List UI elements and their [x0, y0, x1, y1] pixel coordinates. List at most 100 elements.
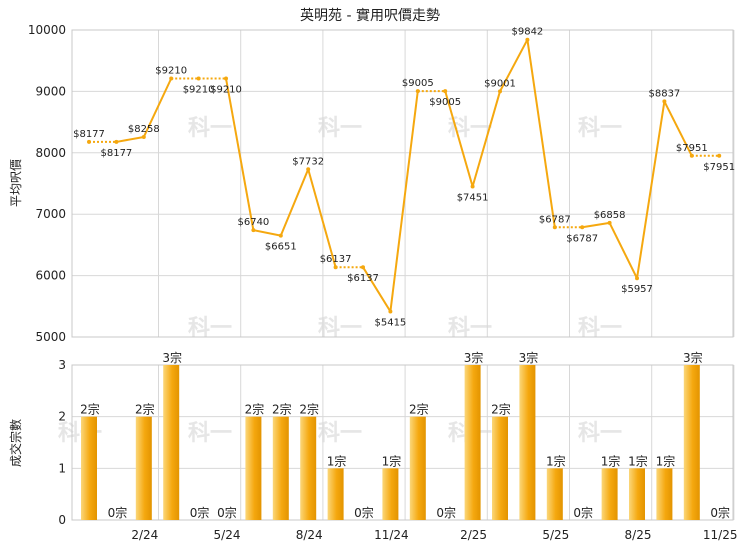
price-point-label: $9005	[402, 78, 434, 89]
volume-bar-label: 1宗	[628, 453, 648, 468]
volume-bar-label: 1宗	[327, 453, 347, 468]
price-point-label: $8177	[73, 129, 105, 140]
price-point	[607, 220, 612, 225]
price-point	[580, 225, 585, 230]
volume-bar	[492, 416, 508, 520]
price-point-label: $8258	[128, 124, 160, 135]
price-plot-frame	[71, 29, 734, 338]
price-point-label: $9001	[484, 78, 516, 89]
volume-bar	[382, 468, 399, 520]
price-point	[635, 276, 639, 281]
x-tick-label: 2/24	[131, 528, 158, 542]
watermark-2: 科一	[448, 116, 492, 141]
volume-bar-label: 2宗	[245, 402, 265, 417]
price-point	[141, 134, 146, 139]
price-point-label: $6740	[237, 217, 269, 228]
price-point	[388, 309, 393, 314]
price-point	[87, 139, 91, 144]
price-line-segment	[608, 222, 638, 279]
volume-bar-label: 1宗	[601, 453, 621, 468]
price-point	[361, 265, 365, 270]
price-point-label: $7951	[676, 143, 708, 154]
volume-bar-label: 1宗	[546, 453, 566, 468]
volume-bar	[163, 365, 180, 520]
price-line-segment	[362, 266, 392, 313]
price-line-segment	[471, 91, 501, 187]
price-line-segment	[389, 90, 419, 312]
volume-plot-frame	[71, 364, 734, 521]
volume-bar-label: 2宗	[299, 402, 319, 417]
volume-y-tick-label: 0	[58, 513, 66, 527]
price-point-label: $5415	[374, 318, 406, 329]
price-point-label: $9005	[429, 97, 461, 108]
price-point-label: $6137	[320, 254, 352, 265]
volume-bar	[519, 365, 536, 520]
price-point-label: $5957	[621, 284, 653, 295]
watermark-1: 科一	[318, 116, 362, 141]
volume-bar-label: 3宗	[683, 350, 703, 365]
price-point-label: $6137	[347, 273, 379, 284]
price-point-label: $9210	[210, 85, 242, 96]
price-line-segment	[253, 229, 281, 237]
price-point	[525, 37, 530, 42]
volume-y-tick-label: 1	[58, 461, 66, 475]
price-point-label: $6858	[594, 210, 626, 221]
volume-bar-label: 0宗	[436, 505, 456, 520]
price-point-label: $9210	[155, 66, 187, 77]
price-point-label: $6787	[539, 214, 571, 225]
volume-bar	[272, 416, 289, 520]
price-line-segment	[526, 39, 556, 228]
price-line-segment	[142, 78, 173, 138]
volume-bar-label: 0宗	[217, 505, 237, 520]
price-line-segment	[225, 78, 255, 231]
volume-bar-label: 2宗	[80, 402, 100, 417]
price-line-segment	[582, 221, 610, 229]
volume-y-tick-label: 2	[58, 410, 66, 424]
volume-bar	[300, 416, 317, 520]
volume-bar-label: 3宗	[162, 350, 182, 365]
volume-bar-label: 2宗	[409, 402, 429, 417]
watermark-10: 科一	[318, 421, 362, 446]
chart-title: 英明苑 - 實用呎價走勢	[300, 7, 440, 24]
volume-bar	[546, 468, 563, 520]
price-point-label: $9842	[511, 27, 543, 38]
price-point	[251, 228, 256, 233]
price-point-label: $9210	[183, 85, 215, 96]
volume-bar	[683, 365, 700, 520]
x-tick-label: 2/25	[460, 528, 487, 542]
price-point-label: $8837	[648, 88, 680, 99]
watermark-0: 科一	[188, 116, 232, 141]
price-point	[717, 153, 722, 158]
price-point-label: $7951	[703, 162, 735, 173]
price-y-tick-label: 8000	[35, 146, 66, 160]
volume-bar-label: 2宗	[272, 402, 292, 417]
price-line-segment	[116, 135, 144, 143]
price-y-tick-label: 5000	[35, 330, 66, 344]
price-point	[169, 76, 174, 81]
price-y-tick-label: 7000	[35, 207, 66, 221]
price-point	[306, 167, 311, 172]
price-point	[662, 99, 667, 104]
volume-bar	[81, 416, 97, 520]
price-y-tick-label: 6000	[35, 269, 66, 283]
price-point	[689, 153, 694, 158]
price-point-label: $7732	[292, 156, 324, 167]
price-point	[443, 89, 448, 94]
volume-bar	[464, 365, 481, 520]
price-point	[498, 89, 502, 94]
price-line-segment	[279, 168, 310, 237]
price-point-label: $6651	[265, 242, 297, 253]
volume-bar-label: 3宗	[519, 350, 539, 365]
price-line-segment	[663, 100, 693, 157]
watermark-12: 科一	[578, 421, 622, 446]
volume-bar-label: 1宗	[382, 453, 402, 468]
volume-bar	[327, 468, 344, 520]
volume-bar-label: 0宗	[108, 505, 128, 520]
volume-bar	[409, 416, 426, 520]
volume-bar	[601, 468, 618, 520]
volume-bar-label: 2宗	[491, 402, 511, 417]
volume-y-axis-label: 成交宗數	[8, 419, 23, 467]
x-tick-label: 8/24	[296, 528, 323, 542]
